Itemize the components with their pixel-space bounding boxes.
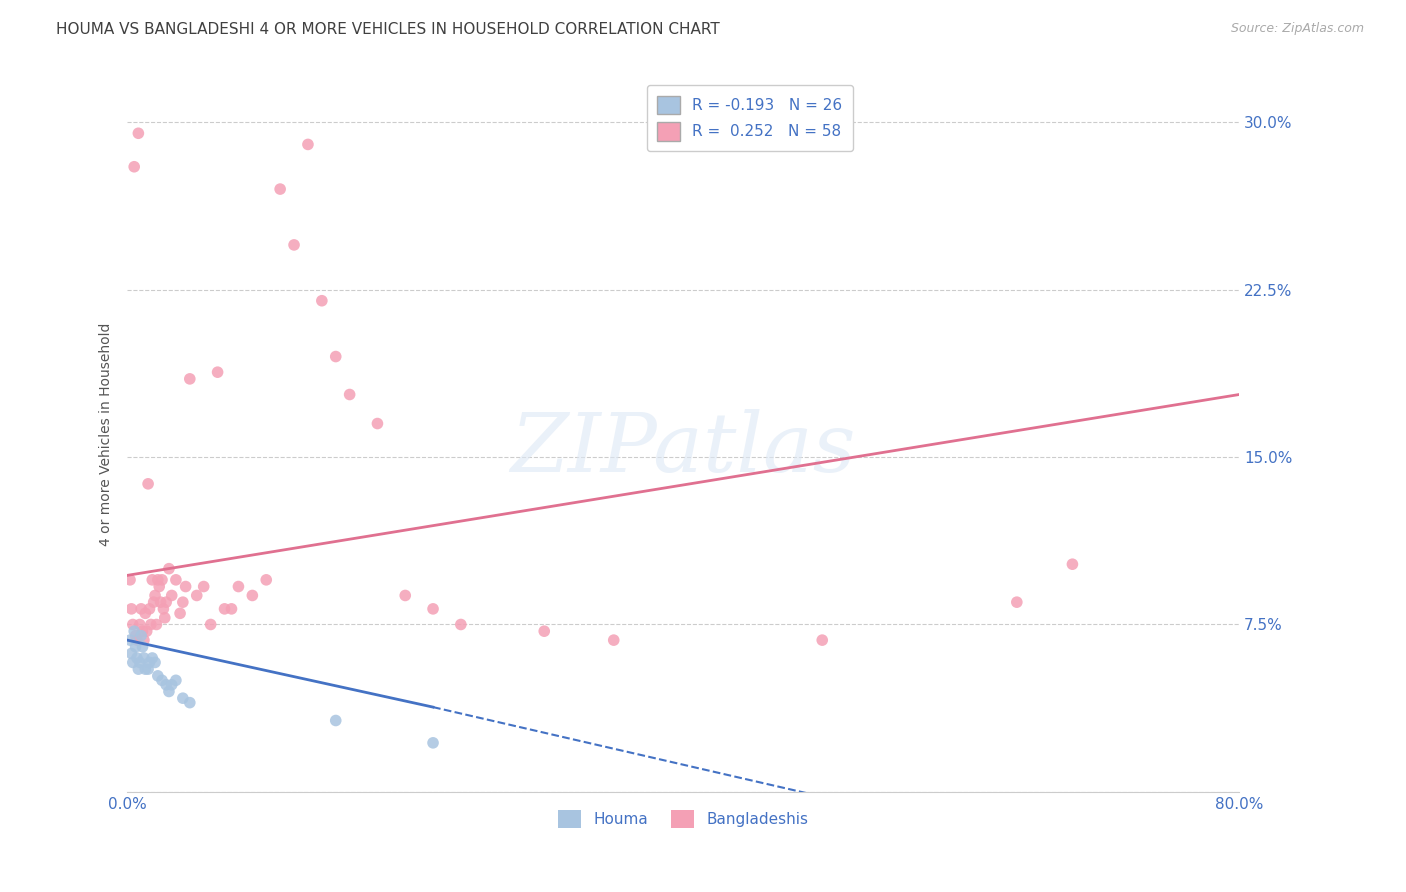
Point xyxy=(120,647,142,661)
Text: ZIPatlas: ZIPatlas xyxy=(510,409,856,489)
Point xyxy=(394,589,416,603)
Point xyxy=(228,580,250,594)
Point xyxy=(148,580,170,594)
Point xyxy=(127,126,149,140)
Point xyxy=(118,633,141,648)
Point xyxy=(146,669,169,683)
Point xyxy=(129,602,152,616)
Point xyxy=(157,684,180,698)
Point xyxy=(157,562,180,576)
Point xyxy=(325,714,347,728)
Legend: Houma, Bangladeshis: Houma, Bangladeshis xyxy=(553,804,814,834)
Point xyxy=(193,580,215,594)
Point xyxy=(128,656,150,670)
Point xyxy=(165,573,187,587)
Point xyxy=(136,476,159,491)
Point xyxy=(221,602,243,616)
Point xyxy=(533,624,555,639)
Point xyxy=(143,589,166,603)
Point xyxy=(200,617,222,632)
Point xyxy=(169,607,191,621)
Point xyxy=(125,633,148,648)
Point xyxy=(422,602,444,616)
Point xyxy=(172,595,194,609)
Point xyxy=(179,696,201,710)
Point xyxy=(131,624,153,639)
Point xyxy=(811,633,834,648)
Point xyxy=(155,678,177,692)
Point xyxy=(121,617,143,632)
Point xyxy=(207,365,229,379)
Point xyxy=(125,651,148,665)
Point xyxy=(139,617,162,632)
Point xyxy=(142,595,165,609)
Point xyxy=(134,662,156,676)
Point xyxy=(165,673,187,688)
Point xyxy=(179,372,201,386)
Point xyxy=(186,589,208,603)
Point xyxy=(120,602,142,616)
Point xyxy=(254,573,277,587)
Point xyxy=(339,387,361,401)
Point xyxy=(134,607,156,621)
Point xyxy=(150,573,173,587)
Point xyxy=(143,656,166,670)
Point xyxy=(311,293,333,308)
Point xyxy=(160,678,183,692)
Point xyxy=(136,662,159,676)
Point xyxy=(297,137,319,152)
Point xyxy=(138,656,160,670)
Point xyxy=(269,182,291,196)
Text: Source: ZipAtlas.com: Source: ZipAtlas.com xyxy=(1230,22,1364,36)
Y-axis label: 4 or more Vehicles in Household: 4 or more Vehicles in Household xyxy=(100,323,114,547)
Point xyxy=(150,673,173,688)
Point xyxy=(132,651,155,665)
Point xyxy=(325,350,347,364)
Point xyxy=(122,160,145,174)
Point xyxy=(122,624,145,639)
Point xyxy=(1005,595,1028,609)
Point xyxy=(1062,558,1084,572)
Point xyxy=(283,238,305,252)
Point xyxy=(366,417,388,431)
Point xyxy=(141,573,163,587)
Point xyxy=(152,602,174,616)
Point xyxy=(121,656,143,670)
Point xyxy=(129,629,152,643)
Point xyxy=(149,595,172,609)
Point xyxy=(155,595,177,609)
Point xyxy=(141,651,163,665)
Point xyxy=(146,573,169,587)
Point xyxy=(214,602,236,616)
Point xyxy=(603,633,626,648)
Point xyxy=(127,662,149,676)
Point xyxy=(124,640,146,654)
Point xyxy=(118,573,141,587)
Point xyxy=(131,640,153,654)
Text: HOUMA VS BANGLADESHI 4 OR MORE VEHICLES IN HOUSEHOLD CORRELATION CHART: HOUMA VS BANGLADESHI 4 OR MORE VEHICLES … xyxy=(56,22,720,37)
Point xyxy=(145,617,167,632)
Point xyxy=(153,611,176,625)
Point xyxy=(128,617,150,632)
Point xyxy=(132,633,155,648)
Point xyxy=(240,589,263,603)
Point xyxy=(172,691,194,706)
Point xyxy=(422,736,444,750)
Point xyxy=(138,602,160,616)
Point xyxy=(160,589,183,603)
Point xyxy=(135,624,157,639)
Point xyxy=(450,617,472,632)
Point xyxy=(174,580,197,594)
Point xyxy=(124,629,146,643)
